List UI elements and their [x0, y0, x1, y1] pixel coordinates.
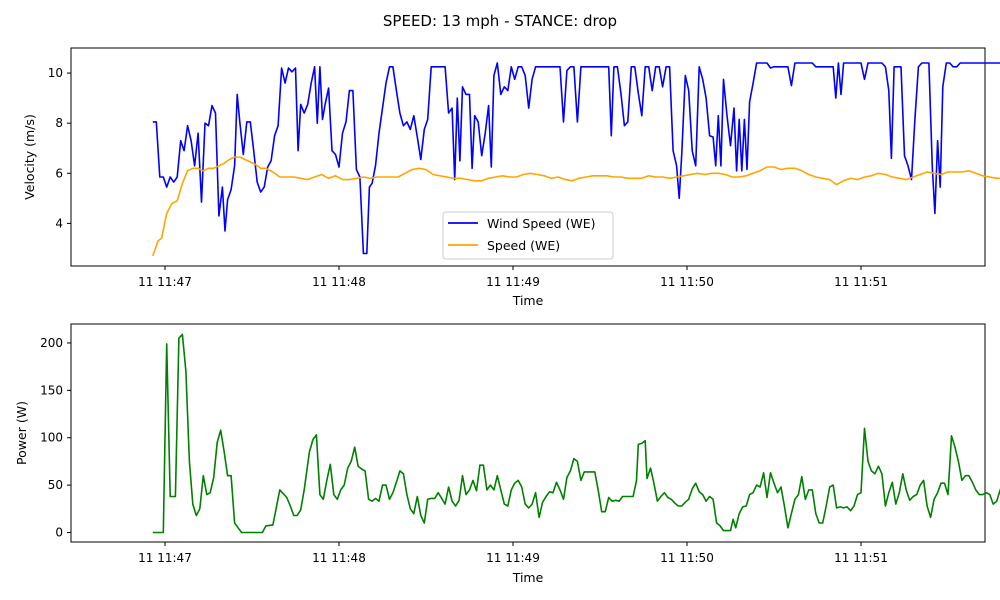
- power-y-tick-label: 200: [40, 336, 63, 350]
- velocity-x-tick-label: 11 11:49: [486, 275, 540, 289]
- power-y-tick-label: 50: [48, 478, 63, 492]
- power-y-ticks: 0 50 100 150 200: [40, 336, 71, 540]
- power-series-lines: [152, 333, 1000, 534]
- velocity-series-lines: [152, 62, 1000, 257]
- velocity-x-ticks: 11 11:47 11 11:48 11 11:49 11 11:50 11 11:51: [138, 266, 888, 289]
- velocity-y-ticks: 4 6 8 10: [48, 66, 71, 230]
- power-series-line-power: [152, 333, 1000, 534]
- velocity-legend: Wind Speed (WE) Speed (WE): [442, 211, 614, 260]
- power-plot-frame: [70, 323, 986, 543]
- velocity-y-tick-label: 4: [55, 216, 63, 230]
- power-x-tick-label: 11 11:49: [486, 551, 540, 565]
- velocity-series-line-speed-we: [152, 156, 1000, 257]
- velocity-x-tick-label: 11 11:47: [138, 275, 192, 289]
- velocity-series-line-wind-speed-we: [152, 62, 1000, 255]
- power-x-axis-label: Time: [512, 570, 544, 585]
- velocity-y-tick-label: 6: [55, 166, 63, 180]
- velocity-y-tick-label: 10: [48, 66, 63, 80]
- figure-title: SPEED: 13 mph - STANCE: drop: [383, 12, 617, 30]
- velocity-plot-frame: [70, 47, 986, 267]
- power-x-ticks: 11 11:47 11 11:48 11 11:49 11 11:50 11 11:51: [138, 542, 888, 565]
- velocity-x-axis-label: Time: [512, 293, 544, 308]
- velocity-y-axis-label: Velocity (m/s): [22, 114, 37, 200]
- legend-label-speed: Speed (WE): [487, 238, 560, 253]
- power-x-tick-label: 11 11:51: [834, 551, 888, 565]
- power-y-tick-label: 0: [55, 526, 63, 540]
- velocity-x-tick-label: 11 11:51: [834, 275, 888, 289]
- velocity-x-tick-label: 11 11:50: [660, 275, 714, 289]
- legend-box: [442, 211, 614, 260]
- velocity-x-tick-label: 11 11:48: [312, 275, 366, 289]
- power-y-tick-label: 150: [40, 383, 63, 397]
- power-x-tick-label: 11 11:48: [312, 551, 366, 565]
- legend-label-wind-speed: Wind Speed (WE): [487, 216, 596, 231]
- velocity-y-tick-label: 8: [55, 116, 63, 130]
- power-y-axis-label: Power (W): [14, 401, 29, 465]
- power-y-tick-label: 100: [40, 431, 63, 445]
- power-x-tick-label: 11 11:50: [660, 551, 714, 565]
- power-x-tick-label: 11 11:47: [138, 551, 192, 565]
